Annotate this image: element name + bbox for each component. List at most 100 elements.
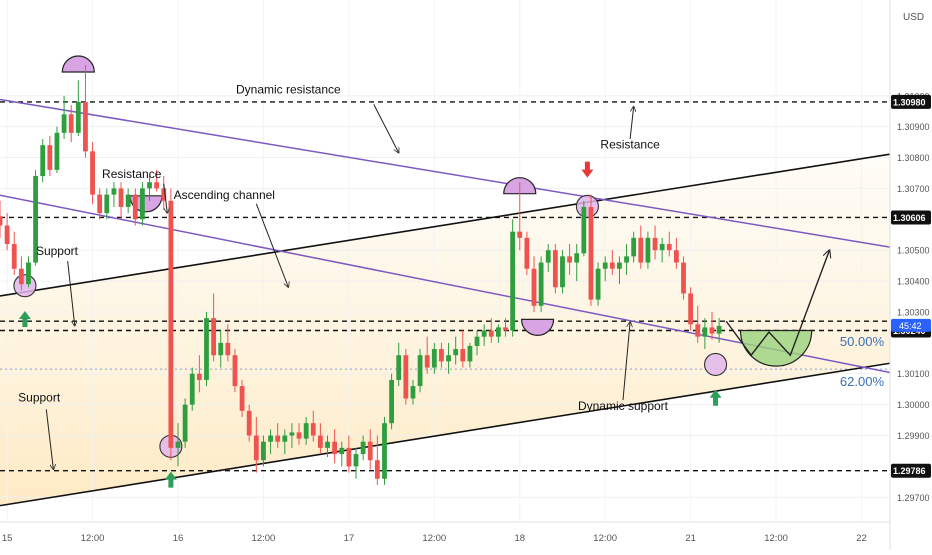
- candle-body: [417, 355, 423, 387]
- candle-body: [346, 447, 352, 467]
- candle: [567, 244, 572, 275]
- x-tick-label: 22: [856, 533, 867, 544]
- candle: [182, 398, 188, 448]
- candle: [310, 410, 316, 442]
- candle: [716, 318, 722, 343]
- candle-body: [268, 435, 273, 442]
- price-axis[interactable]: [890, 0, 932, 550]
- candle: [296, 423, 302, 445]
- x-tick-label: 12:00: [252, 533, 276, 544]
- candle: [26, 256, 31, 288]
- candle-body: [168, 200, 174, 448]
- candle-body: [111, 188, 117, 195]
- candle-body: [246, 410, 252, 436]
- candle-body: [310, 423, 316, 436]
- candle: [239, 379, 245, 417]
- candle-body: [709, 327, 715, 334]
- candle-body: [253, 435, 259, 461]
- candle: [453, 336, 459, 365]
- candle-body: [33, 176, 38, 263]
- candle: [154, 169, 160, 192]
- candle-body: [211, 318, 216, 356]
- candle-body: [446, 355, 451, 362]
- candle-body: [531, 268, 537, 306]
- candle-body: [147, 182, 152, 189]
- candle-body: [595, 268, 601, 300]
- candle-body: [360, 441, 366, 455]
- candle-body: [75, 101, 81, 133]
- candle: [545, 244, 551, 272]
- candle-body: [318, 435, 323, 448]
- y-tick-label: 1.30900: [897, 122, 930, 132]
- candle: [403, 349, 409, 405]
- candle: [161, 176, 167, 211]
- candle-body: [282, 435, 288, 442]
- candle-body: [232, 355, 238, 387]
- candle: [631, 231, 637, 263]
- candle: [339, 441, 345, 467]
- candle: [83, 64, 88, 158]
- candle-body: [410, 386, 416, 399]
- candle-body: [47, 145, 53, 170]
- candle-body: [225, 342, 231, 356]
- touch-circle: [13, 274, 37, 298]
- candle: [0, 200, 3, 238]
- candle: [681, 256, 686, 300]
- candle: [54, 126, 60, 173]
- candle: [33, 169, 38, 266]
- time-axis[interactable]: [0, 522, 890, 550]
- y-tick-label: 1.30700: [897, 184, 930, 194]
- candle: [318, 423, 323, 455]
- up-arrow: [18, 311, 31, 328]
- x-tick-label: 17: [344, 533, 355, 544]
- candle-body: [189, 373, 195, 405]
- candle-body: [674, 250, 679, 263]
- candle-body: [175, 441, 181, 448]
- candle: [624, 244, 629, 275]
- candle-body: [624, 256, 629, 263]
- candle-body: [552, 250, 558, 288]
- current-price-tag: [891, 318, 931, 332]
- x-tick-label: 12:00: [81, 533, 105, 544]
- candle: [474, 330, 480, 356]
- candle: [168, 188, 174, 461]
- channel-top-line: [0, 153, 891, 297]
- candle: [488, 318, 494, 343]
- candle: [132, 188, 138, 226]
- candle: [47, 135, 53, 177]
- currency-label: USD: [903, 12, 924, 23]
- y-tick-label: 1.30000: [897, 400, 930, 410]
- candle: [374, 435, 380, 485]
- level-price-tag: [891, 210, 931, 225]
- candle: [289, 423, 295, 448]
- x-tick-label: 12:00: [764, 533, 788, 544]
- current-price-countdown: 45:42: [899, 321, 922, 331]
- pivot-highlight: [520, 318, 555, 336]
- candle: [382, 416, 387, 485]
- candle-body: [524, 237, 530, 269]
- candle-body: [339, 447, 345, 455]
- candle-body: [666, 244, 672, 251]
- candle-body: [403, 355, 409, 399]
- candle-body: [481, 330, 487, 337]
- candle: [204, 311, 209, 387]
- channel-bottom-line: [0, 362, 891, 507]
- candle: [40, 138, 46, 183]
- label-pointer: [622, 322, 630, 401]
- candle-body: [695, 324, 701, 337]
- candle: [261, 435, 266, 467]
- candle: [417, 349, 423, 393]
- candle: [652, 225, 658, 260]
- candle-body: [161, 188, 167, 201]
- candle-body: [467, 345, 473, 362]
- candle-body: [303, 423, 309, 439]
- candle: [275, 423, 281, 448]
- level-price-tag-text: 1.29786: [893, 466, 926, 476]
- candle-body: [140, 188, 145, 220]
- level-price-tag: [891, 463, 931, 478]
- candle: [517, 182, 523, 251]
- candle-body: [716, 325, 722, 334]
- candle-body: [261, 441, 266, 461]
